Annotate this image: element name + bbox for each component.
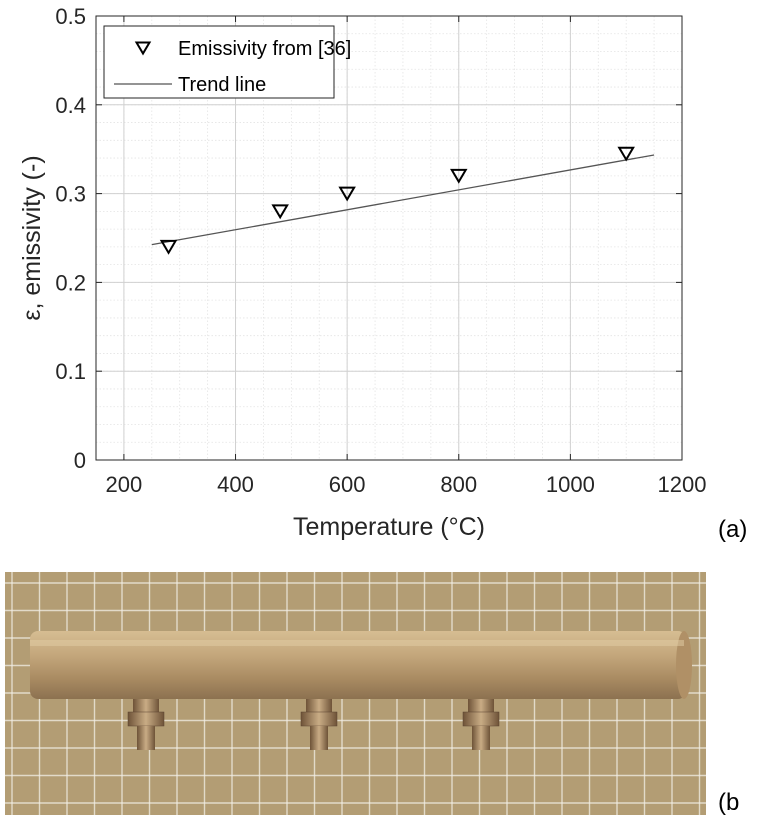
- trend-line: [151, 154, 655, 246]
- tube-photo: (b: [5, 572, 739, 816]
- legend-entry-trend-line: Trend line: [114, 74, 266, 96]
- x-tick-label: 200: [106, 472, 143, 497]
- y-axis-ticks: 0 0.1 0.2 0.3 0.4 0.5: [55, 4, 682, 473]
- y-tick-label: 0.2: [55, 270, 86, 295]
- emissivity-point: [450, 168, 468, 184]
- panel-label-a: (a): [718, 516, 747, 543]
- legend-entry-emissivity: Emissivity from [36]: [134, 38, 351, 60]
- x-axis-ticks: 200 400 600 800 1000 1200: [106, 16, 707, 497]
- legend-label-emissivity: Emissivity from [36]: [178, 38, 351, 60]
- legend-label-trend-line: Trend line: [178, 74, 266, 96]
- x-tick-label: 1000: [546, 472, 595, 497]
- x-tick-label: 1200: [658, 472, 707, 497]
- y-tick-label: 0.1: [55, 359, 86, 384]
- emissivity-points-series: [159, 146, 635, 255]
- emissivity-chart: 200 400 600 800 1000 1200 0 0.1 0.2 0.3 0.4 0.5 Te…: [18, 4, 747, 543]
- trend-line-series: [151, 154, 655, 246]
- x-tick-label: 600: [329, 472, 366, 497]
- plot-frame: [95, 15, 683, 461]
- legend-box: [103, 25, 335, 99]
- fitting-1: [127, 699, 165, 750]
- y-tick-label: 0.5: [55, 4, 86, 29]
- panel-label-b: (b: [718, 789, 739, 816]
- emissivity-point: [271, 204, 289, 220]
- x-axis-label: Temperature (°C): [293, 513, 485, 541]
- x-tick-label: 800: [440, 472, 477, 497]
- y-tick-label: 0: [74, 448, 86, 473]
- legend-triangle-marker: [134, 41, 152, 56]
- emissivity-point: [159, 239, 178, 255]
- emissivity-point: [338, 186, 356, 202]
- emissivity-point: [617, 146, 635, 162]
- legend: Emissivity from [36] Trend line: [103, 25, 351, 99]
- y-tick-label: 0.4: [55, 93, 86, 118]
- y-axis-label: ε, emissivity (-): [18, 155, 46, 320]
- fitting-3: [462, 699, 500, 750]
- fitting-2: [300, 699, 338, 750]
- x-tick-label: 400: [217, 472, 254, 497]
- tube: [30, 631, 692, 699]
- y-tick-label: 0.3: [55, 182, 86, 207]
